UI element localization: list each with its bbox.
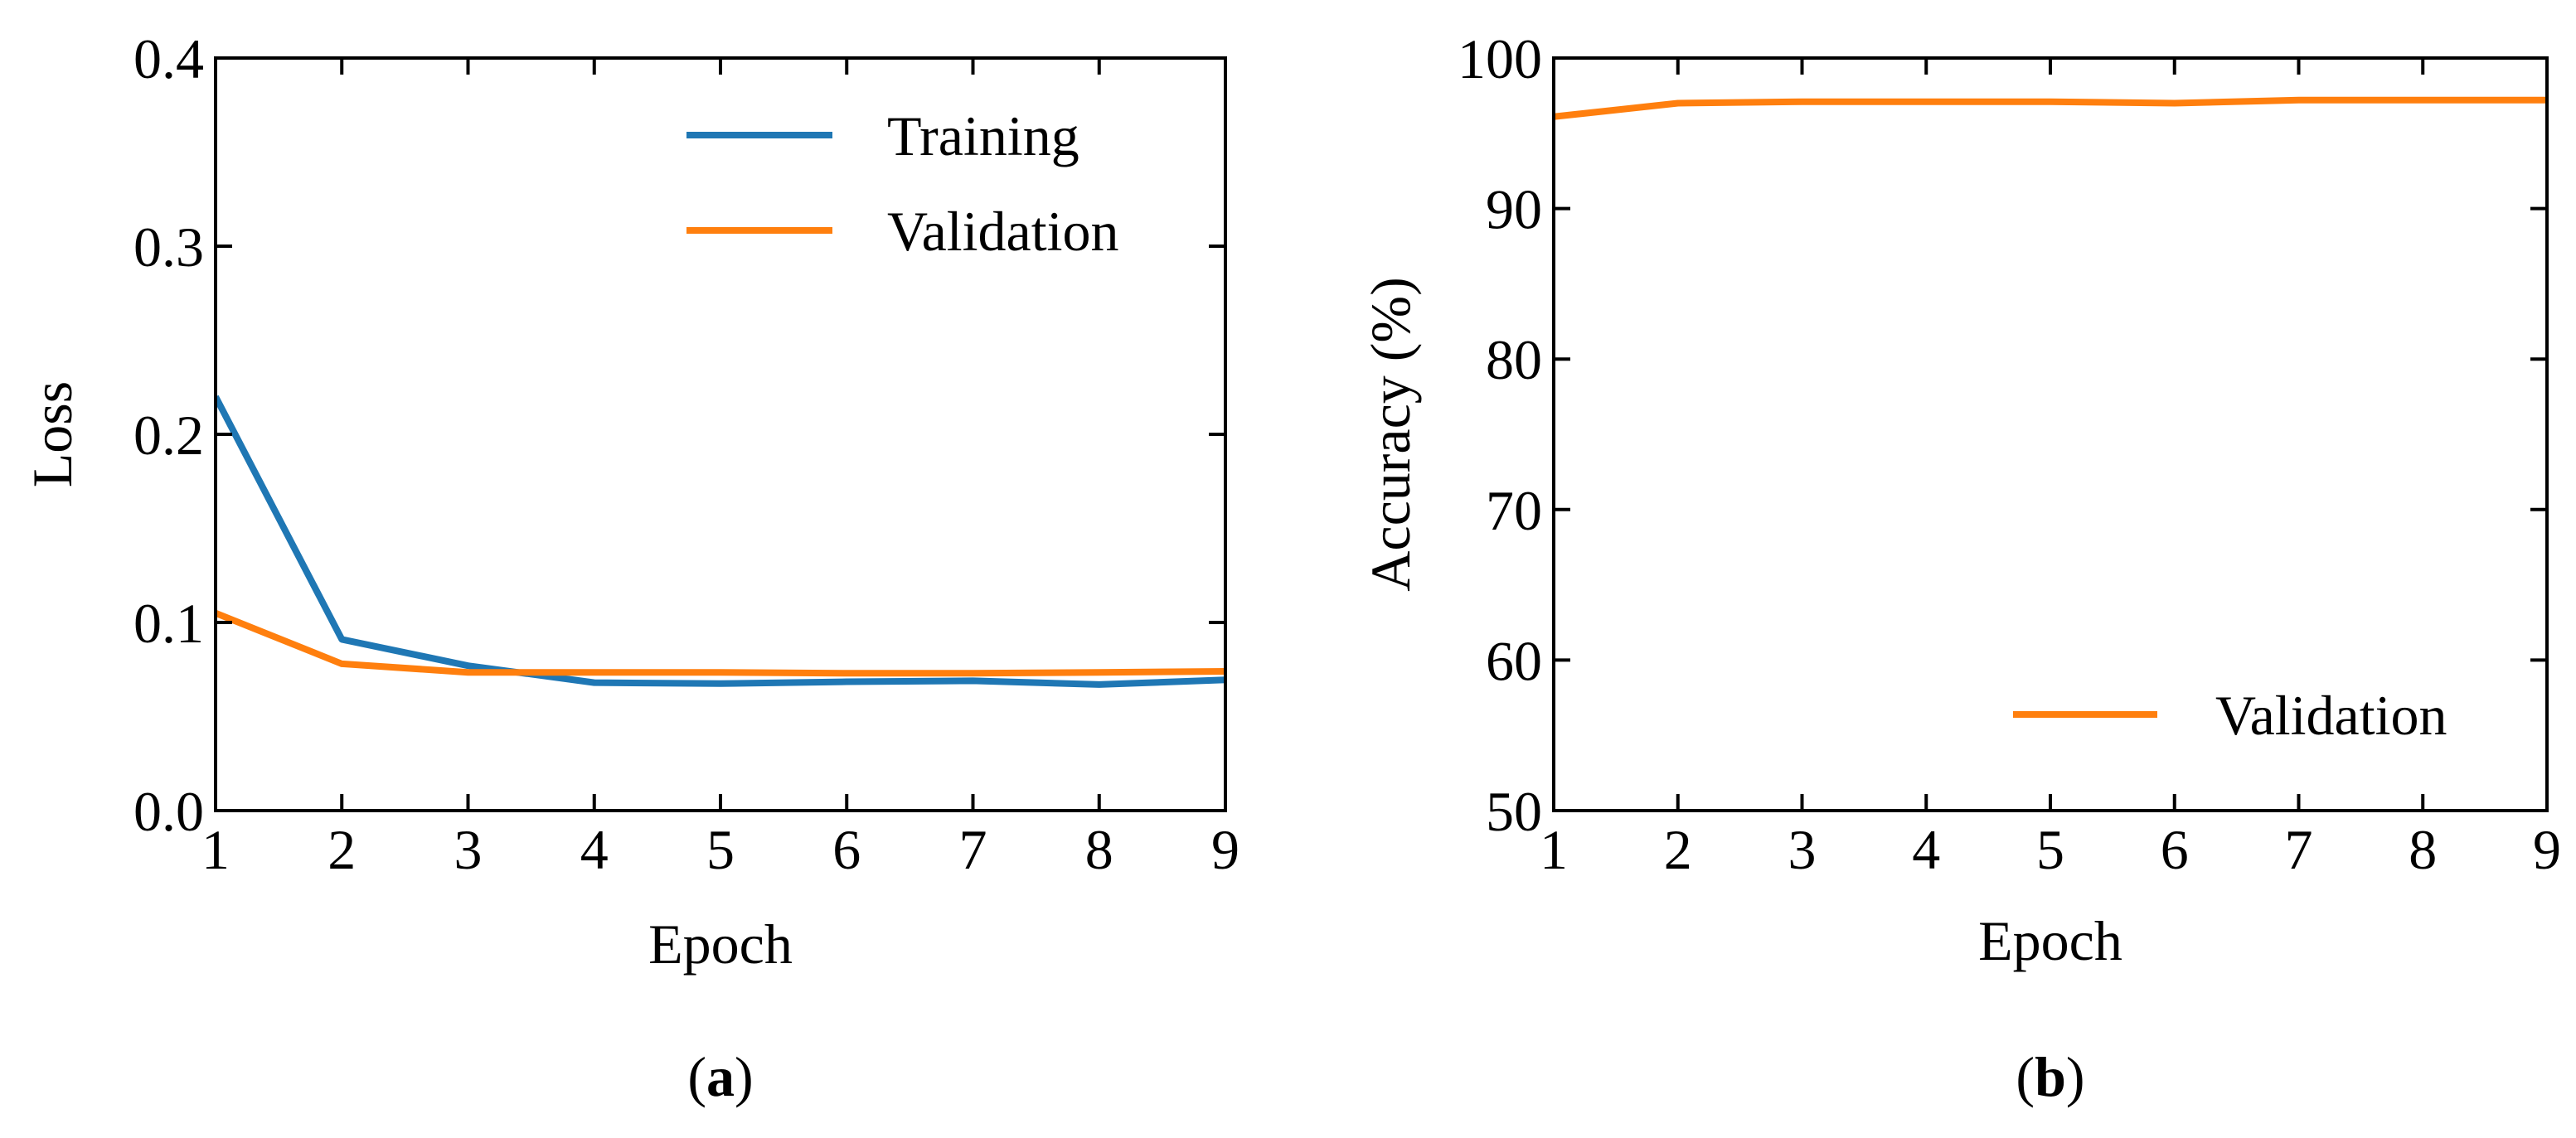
x-tick-label: 5: [2036, 818, 2064, 881]
y-tick-label: 0.3: [133, 215, 204, 278]
chart-panel-a: 1 2 3 4 5 6 7 8 9 0.0 0.1 0.2 0.3 0.4 Epoch Loss Trainin…: [21, 27, 1239, 1108]
legend-label-validation: Validation: [887, 200, 1119, 263]
y-axis-label: Loss: [21, 381, 84, 487]
x-tick-label: 3: [1788, 818, 1817, 881]
x-tick-label: 4: [580, 818, 609, 881]
series-line-training: [216, 395, 1225, 688]
y-tick-label: 60: [1486, 629, 1542, 692]
y-tick-label: 0.4: [133, 27, 204, 90]
x-tick-label: 7: [959, 818, 987, 881]
panel-label: (b): [2016, 1045, 2084, 1108]
plot-frame: [214, 56, 1227, 812]
y-tick-label: 90: [1486, 178, 1542, 241]
x-tick-label: 4: [1912, 818, 1940, 881]
panel-label-letter: a: [706, 1045, 735, 1108]
x-tick-label: 7: [2285, 818, 2313, 881]
x-axis-label: Epoch: [648, 913, 793, 976]
x-tick-label: 2: [1664, 818, 1692, 881]
y-axis-label: Accuracy (%): [1359, 277, 1422, 591]
x-tick-label: 6: [2161, 818, 2189, 881]
x-tick-label: 1: [201, 818, 230, 881]
x-tick-label: 9: [2533, 818, 2561, 881]
y-tick-label: 0.1: [133, 592, 204, 655]
x-tick-label: 6: [832, 818, 861, 881]
panel-label: (a): [687, 1045, 753, 1108]
y-tick-label: 0.0: [133, 780, 204, 843]
y-tick-label: 50: [1486, 780, 1542, 843]
x-tick-label: 1: [1540, 818, 1568, 881]
series-line-validation: [216, 609, 1225, 677]
x-tick-label: 8: [2409, 818, 2437, 881]
legend-label-training: Training: [887, 104, 1079, 167]
x-tick-label: 2: [327, 818, 356, 881]
x-tick-label: 9: [1211, 818, 1239, 881]
panel-label-letter: b: [2035, 1045, 2066, 1108]
x-tick-label: 5: [706, 818, 735, 881]
x-tick-label: 8: [1085, 818, 1113, 881]
y-tick-label: 70: [1486, 479, 1542, 542]
y-tick-label: 100: [1458, 27, 1542, 90]
legend-label-validation: Validation: [2215, 684, 2447, 747]
series-line-validation: [1554, 96, 2547, 120]
y-tick-label: 0.2: [133, 404, 204, 467]
x-axis-label: Epoch: [1978, 909, 2122, 972]
chart-panel-b: 1 2 3 4 5 6 7 8 9 50 60 70 80 90 100 Epoch Accuracy (%) V…: [1359, 27, 2561, 1108]
x-tick-label: 3: [454, 818, 483, 881]
y-tick-label: 80: [1486, 328, 1542, 391]
